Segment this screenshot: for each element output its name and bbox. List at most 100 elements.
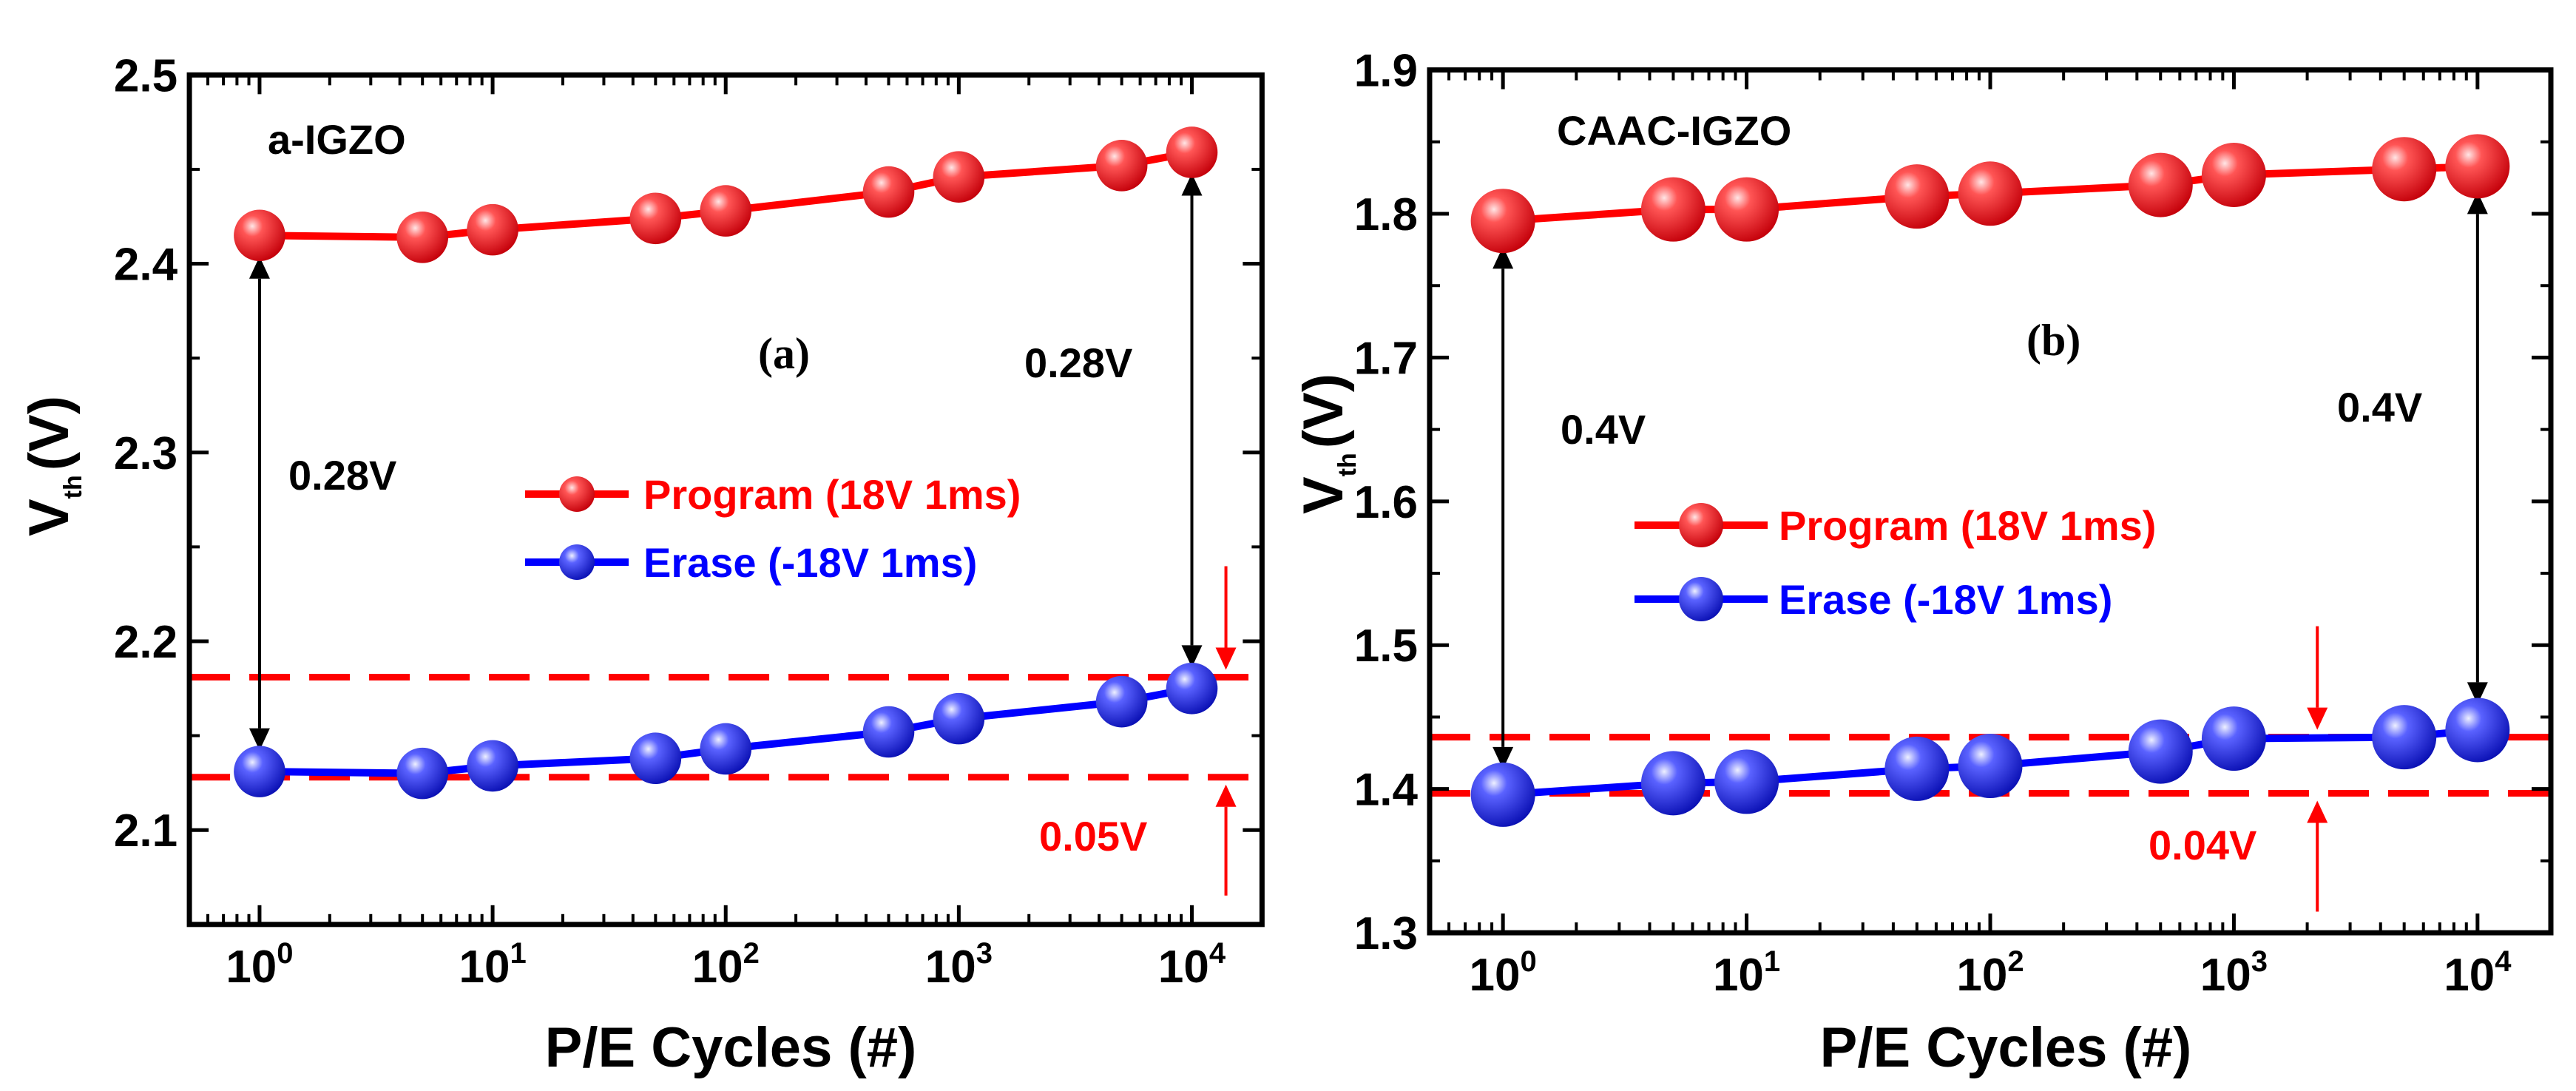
y-ticks: 2.1 2.2 2.3 2.4 2.5 xyxy=(114,50,1262,857)
erase-data-point xyxy=(629,732,682,785)
y-tick-label: 1.5 xyxy=(1354,621,1418,672)
erase-data-point xyxy=(862,706,915,758)
legend-program-marker xyxy=(1679,503,1723,547)
data-markers xyxy=(1470,134,2510,827)
legend-program-marker xyxy=(559,476,595,512)
arrow-head xyxy=(1215,647,1237,670)
x-tick-label: 101 xyxy=(1713,945,1780,1001)
program-data-point xyxy=(862,166,915,218)
legend-program-label: Program (18V 1ms) xyxy=(643,471,1021,518)
erase-data-point xyxy=(700,723,752,775)
x-ticks: 100 101 102 103 104 xyxy=(1427,70,2553,1001)
program-data-point xyxy=(396,212,449,263)
program-data-point xyxy=(2201,143,2266,208)
y-tick-label: 2.5 xyxy=(114,50,178,101)
legend-program-label: Program (18V 1ms) xyxy=(1779,502,2156,549)
panel-b-chart: 1.3 1.4 1.5 1.6 1.7 1.8 1.9 100 101 102 103 104 CA… xyxy=(1292,46,2554,1079)
program-data-point xyxy=(2445,134,2510,199)
arrow-head xyxy=(1181,173,1203,196)
y-axis-title: Vth(V) xyxy=(18,396,87,536)
y-tick-label: 1.6 xyxy=(1354,477,1418,528)
erase-data-point xyxy=(2128,719,2193,784)
y-tick-label: 2.2 xyxy=(114,617,178,668)
program-data-point xyxy=(1714,177,1779,242)
program-data-point xyxy=(2372,137,2437,202)
program-data-point xyxy=(1470,189,1535,254)
erase-data-point xyxy=(467,740,518,792)
material-label: CAAC-IGZO xyxy=(1557,107,1791,154)
window-label-right: 0.28V xyxy=(1024,340,1132,386)
arrow-head xyxy=(1215,784,1237,807)
arrows xyxy=(1492,192,2488,912)
legend: Program (18V 1ms) Erase (-18V 1ms) xyxy=(1634,502,2156,623)
diff-label: 0.05V xyxy=(1039,813,1147,859)
window-label-left: 0.28V xyxy=(288,452,396,499)
arrows xyxy=(249,173,1237,896)
material-label: a-IGZO xyxy=(268,116,406,163)
program-data-point xyxy=(933,151,985,203)
x-tick-label: 102 xyxy=(692,937,760,993)
panel-label: (a) xyxy=(758,329,810,378)
series-lines xyxy=(1502,162,2478,799)
erase-data-point xyxy=(2372,705,2437,770)
erase-data-point xyxy=(1166,662,1218,715)
erase-data-point xyxy=(396,747,449,800)
erase-data-point xyxy=(1470,762,1535,827)
x-axis-title: P/E Cycles (#) xyxy=(545,1016,917,1079)
program-data-point xyxy=(1095,140,1148,192)
y-tick-label: 1.8 xyxy=(1354,189,1418,240)
legend: Program (18V 1ms) Erase (-18V 1ms) xyxy=(525,471,1021,586)
arrow-head xyxy=(2307,707,2328,730)
x-tick-label: 100 xyxy=(1470,945,1537,1001)
arrow-head xyxy=(2307,800,2328,823)
y-ticks: 1.3 1.4 1.5 1.6 1.7 1.8 1.9 xyxy=(1354,46,2552,959)
data-markers xyxy=(234,126,1218,800)
x-tick-label: 101 xyxy=(459,937,526,993)
erase-data-point xyxy=(933,692,985,745)
erase-data-point xyxy=(1714,749,1779,814)
arrow-head xyxy=(2467,192,2488,215)
program-data-point xyxy=(1640,177,1705,242)
x-ticks: 100 101 102 103 104 xyxy=(188,75,1264,993)
x-tick-label: 104 xyxy=(2444,945,2512,1001)
erase-data-point xyxy=(1884,736,1950,801)
y-tick-label: 1.9 xyxy=(1354,46,1418,97)
panel-a-chart: 2.1 2.2 2.3 2.4 2.5 100 101 102 103 104 a-IGZO (… xyxy=(18,50,1265,1079)
diff-label: 0.04V xyxy=(2149,822,2256,868)
arrow-head xyxy=(2467,682,2488,705)
x-tick-label: 103 xyxy=(2200,945,2268,1001)
legend-erase-marker xyxy=(1679,577,1723,621)
y-tick-label: 1.7 xyxy=(1354,333,1418,384)
program-data-point xyxy=(700,185,752,237)
erase-data-point xyxy=(1095,675,1148,728)
y-tick-label: 1.4 xyxy=(1354,765,1419,816)
legend-erase-label: Erase (-18V 1ms) xyxy=(643,539,977,586)
program-data-point xyxy=(2128,152,2193,217)
window-label-right: 0.4V xyxy=(2337,384,2422,430)
y-tick-label: 2.3 xyxy=(114,428,178,479)
erase-data-point xyxy=(1640,751,1705,816)
panel-label: (b) xyxy=(2026,316,2080,365)
x-tick-label: 104 xyxy=(1158,937,1226,993)
arrow-head xyxy=(1181,645,1203,668)
x-tick-label: 102 xyxy=(1956,945,2024,1001)
program-data-point xyxy=(234,209,285,262)
y-tick-label: 2.1 xyxy=(114,805,178,857)
program-data-point xyxy=(1166,126,1218,178)
erase-data-point xyxy=(2445,698,2510,763)
program-data-point xyxy=(629,192,682,245)
window-label-left: 0.4V xyxy=(1561,406,1646,453)
y-tick-label: 1.3 xyxy=(1354,908,1418,959)
legend-erase-marker xyxy=(559,544,595,580)
legend-erase-label: Erase (-18V 1ms) xyxy=(1779,576,2112,623)
program-data-point xyxy=(467,203,518,256)
y-axis-title: Vth(V) xyxy=(1292,374,1362,514)
x-axis-title: P/E Cycles (#) xyxy=(1820,1016,2192,1079)
x-tick-label: 100 xyxy=(226,937,293,993)
erase-data-point xyxy=(234,746,285,797)
x-tick-label: 103 xyxy=(925,937,993,993)
erase-data-point xyxy=(2201,706,2266,771)
program-data-point xyxy=(1958,161,2023,226)
erase-data-point xyxy=(1958,734,2023,799)
